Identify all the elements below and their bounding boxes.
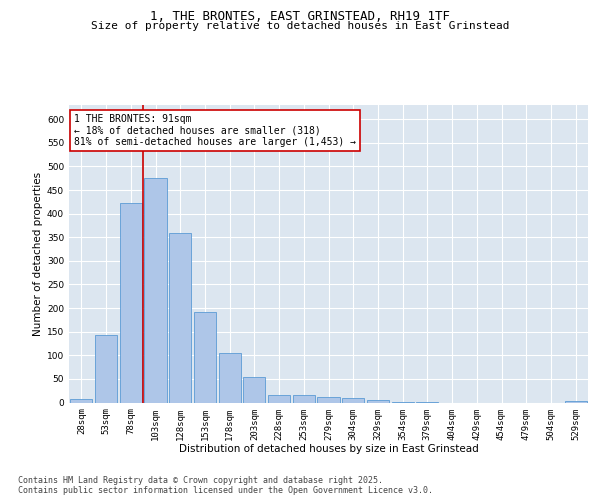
Bar	[342, 398, 364, 402]
Bar	[367, 400, 389, 402]
Bar	[268, 395, 290, 402]
Bar	[145, 178, 167, 402]
Bar	[70, 398, 92, 402]
Bar	[194, 312, 216, 402]
Text: 1 THE BRONTES: 91sqm
← 18% of detached houses are smaller (318)
81% of semi-deta: 1 THE BRONTES: 91sqm ← 18% of detached h…	[74, 114, 356, 147]
Bar	[243, 376, 265, 402]
Bar	[119, 203, 142, 402]
Bar	[169, 232, 191, 402]
Bar	[317, 397, 340, 402]
X-axis label: Distribution of detached houses by size in East Grinstead: Distribution of detached houses by size …	[179, 444, 478, 454]
Text: 1, THE BRONTES, EAST GRINSTEAD, RH19 1TF: 1, THE BRONTES, EAST GRINSTEAD, RH19 1TF	[150, 10, 450, 23]
Bar	[95, 335, 117, 402]
Y-axis label: Number of detached properties: Number of detached properties	[33, 172, 43, 336]
Bar	[218, 353, 241, 403]
Text: Size of property relative to detached houses in East Grinstead: Size of property relative to detached ho…	[91, 21, 509, 31]
Bar	[565, 401, 587, 402]
Bar	[293, 396, 315, 402]
Text: Contains HM Land Registry data © Crown copyright and database right 2025.
Contai: Contains HM Land Registry data © Crown c…	[18, 476, 433, 495]
